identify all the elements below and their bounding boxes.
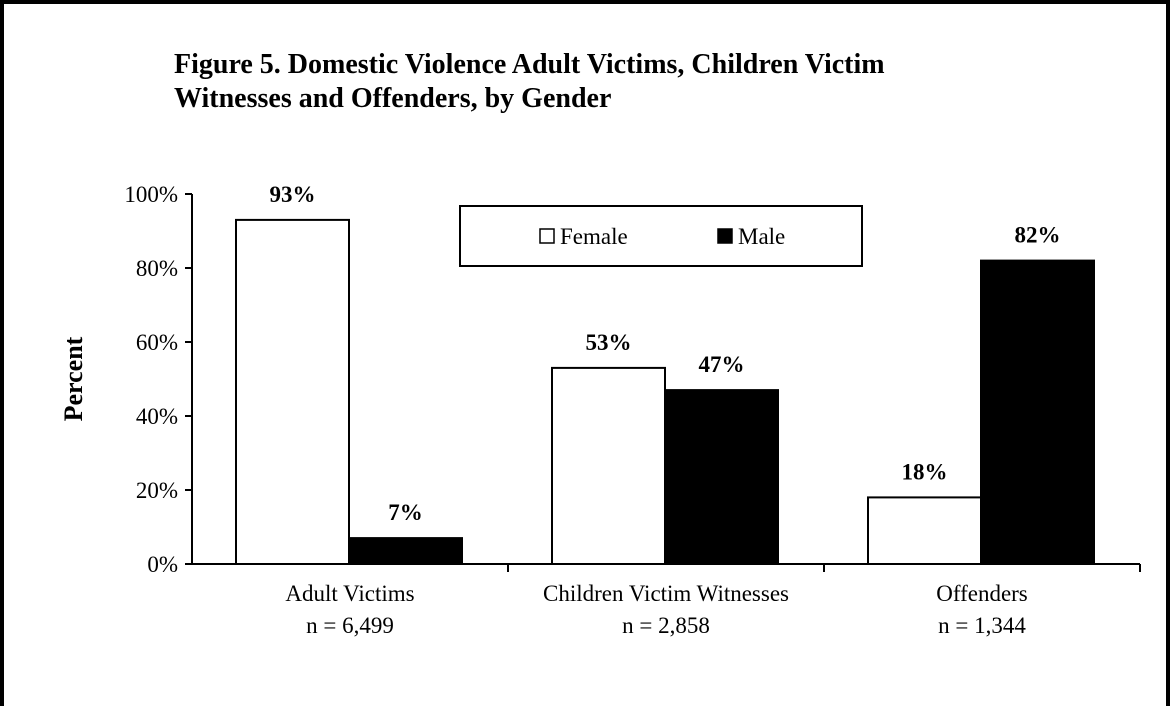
y-axis-title: Percent — [59, 336, 88, 421]
data-label-male-2: 47% — [699, 352, 745, 377]
y-tick-label: 100% — [124, 182, 178, 207]
y-tick-label: 40% — [136, 404, 178, 429]
chart-legend: Female Male — [459, 205, 863, 267]
category-n-label: n = 2,858 — [622, 613, 710, 638]
category-n-label: n = 6,499 — [306, 613, 394, 638]
bar-male-3 — [980, 259, 1095, 565]
bar-female-3 — [867, 496, 982, 565]
chart-bars — [235, 218, 1095, 565]
category-label: Children Victim Witnesses — [543, 581, 789, 606]
bar-male-1 — [348, 537, 463, 565]
data-label-female-1: 93% — [270, 182, 316, 207]
category-label: Offenders — [936, 581, 1028, 606]
data-label-male-1: 7% — [388, 500, 423, 525]
data-label-female-2: 53% — [586, 330, 632, 355]
legend-swatch-female — [539, 228, 555, 244]
bar-male-2 — [664, 389, 779, 565]
legend-swatch-male — [717, 228, 733, 244]
chart-title-line-1: Figure 5. Domestic Violence Adult Victim… — [174, 49, 885, 80]
y-tick-label: 60% — [136, 330, 178, 355]
y-tick-label: 80% — [136, 256, 178, 281]
legend-label-female: Female — [560, 224, 628, 249]
chart-title-line-2: Witnesses and Offenders, by Gender — [174, 83, 612, 114]
legend-box — [459, 205, 863, 267]
data-label-male-3: 82% — [1015, 223, 1061, 248]
chart-labels: 93% 7% Adult Victims n = 6,499 53% 47% Childre… — [270, 182, 1061, 638]
bar-female-2 — [551, 366, 666, 565]
legend-label-male: Male — [738, 224, 785, 249]
chart-title: Figure 5. Domestic Violence Adult Victim… — [174, 48, 1074, 116]
category-label: Adult Victims — [285, 581, 414, 606]
y-tick-label: 20% — [136, 478, 178, 503]
category-n-label: n = 1,344 — [938, 613, 1026, 638]
bar-female-1 — [235, 218, 350, 565]
data-label-female-3: 18% — [902, 459, 948, 484]
y-tick-label: 0% — [147, 552, 178, 577]
